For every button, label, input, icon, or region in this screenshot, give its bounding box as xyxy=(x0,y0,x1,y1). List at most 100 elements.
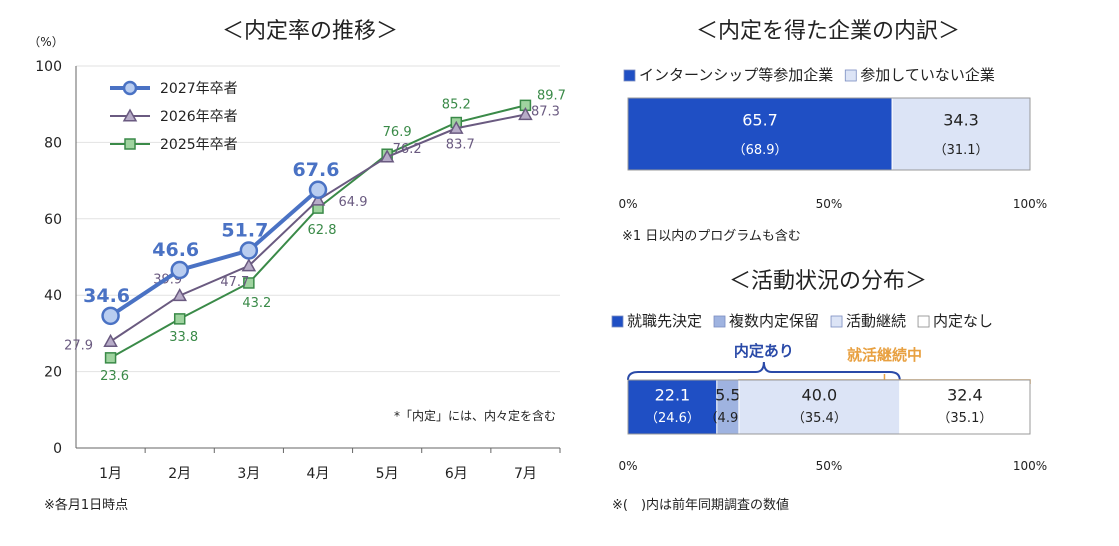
company-breakdown-chart: ＜内定を得た企業の内訳＞ インターンシップ等参加企業 参加していない企業 65.7… xyxy=(618,19,1047,244)
data-label: 64.9 xyxy=(339,195,368,210)
bracket-line xyxy=(627,361,901,381)
segment-value-label: 40.0 xyxy=(802,386,838,405)
activity-status-title: ＜活動状況の分布＞ xyxy=(729,269,927,294)
data-point xyxy=(104,352,117,364)
legend-label: 内定なし xyxy=(933,312,993,330)
series-line xyxy=(109,188,320,318)
line-chart-unit-label: （%） xyxy=(28,35,63,49)
x-tick-label: 100% xyxy=(1013,459,1047,473)
data-label: 34.6 xyxy=(83,285,130,307)
x-tick-label: 2月 xyxy=(168,466,191,482)
data-point xyxy=(239,241,259,260)
y-tick-label: 20 xyxy=(44,365,62,381)
bracket-label: 内定あり xyxy=(734,342,794,360)
bracket-label: 就活継続中 xyxy=(847,346,922,364)
line-chart-y-tick-labels: 0 20 40 60 80 100 xyxy=(35,59,62,457)
activity-status-bar: 22.1（24.6）5.5（4.9）40.0（35.4）32.4（35.1） xyxy=(627,379,1031,435)
legend-marker xyxy=(122,108,138,122)
line-chart: ＜内定率の推移＞ （%） 0 20 40 60 80 100 1月 2月 3月 4月 5月 6月 7月… xyxy=(28,19,566,513)
activity-status-legend: 就職先決定 複数内定保留 活動継続 内定なし xyxy=(611,312,993,330)
data-label: 76.9 xyxy=(383,125,412,140)
legend-label: 2026年卒者 xyxy=(160,109,238,125)
segment-prev-label: （35.4） xyxy=(792,411,847,426)
x-tick-label: 4月 xyxy=(307,466,330,482)
activity-status-chart: ＜活動状況の分布＞ 就職先決定 複数内定保留 活動継続 内定なし 内定あり 就活継続中 … xyxy=(611,269,1047,513)
x-tick-label: 100% xyxy=(1013,197,1047,211)
data-point xyxy=(243,277,255,289)
data-point xyxy=(518,106,533,121)
y-tick-label: 40 xyxy=(44,288,62,304)
segment-prev-label: （24.6） xyxy=(645,411,700,426)
data-label: 76.2 xyxy=(393,142,422,157)
line-chart-footnote: ※各月1日時点 xyxy=(44,497,128,513)
bar-segment xyxy=(891,97,1031,171)
data-label: 33.8 xyxy=(169,330,198,345)
bar-outline xyxy=(627,97,1031,171)
data-point xyxy=(310,192,326,206)
line-chart-series-group: 23.633.843.262.876.985.289.727.939.9 47.7… xyxy=(64,88,566,384)
data-point xyxy=(173,313,186,325)
legend-swatch xyxy=(844,69,857,82)
line-chart-annotation: *「内定」には、内々定を含む xyxy=(394,408,556,423)
segment-prev-label: （35.1） xyxy=(937,411,992,426)
company-breakdown-footnote: ※1 日以内のプログラムも含む xyxy=(622,228,801,244)
activity-status-x-tick-labels: 0% 50% 100% xyxy=(618,459,1047,473)
legend-marker xyxy=(124,138,136,150)
legend-label: 参加していない企業 xyxy=(860,66,995,84)
data-label: 89.7 xyxy=(537,88,566,103)
legend-swatch xyxy=(623,69,636,82)
line-chart-title: ＜内定率の推移＞ xyxy=(222,19,398,44)
segment-value-label: 5.5 xyxy=(715,386,740,405)
company-breakdown-title: ＜内定を得た企業の内訳＞ xyxy=(696,19,960,44)
data-label: 85.2 xyxy=(442,98,471,113)
data-point xyxy=(172,288,187,302)
segment-value-label: 34.3 xyxy=(943,110,979,129)
x-tick-label: 50% xyxy=(816,459,843,473)
x-tick-label: 50% xyxy=(816,197,843,211)
y-tick-label: 80 xyxy=(44,135,62,151)
x-tick-label: 5月 xyxy=(376,466,399,482)
segment-value-label: 65.7 xyxy=(742,110,778,129)
data-point xyxy=(241,258,257,272)
data-label: 43.2 xyxy=(242,296,271,311)
data-label: 67.6 xyxy=(293,159,340,181)
data-label: 87.3 xyxy=(531,105,560,120)
company-breakdown-bar: 65.7 （68.9） 34.3 （31.1） xyxy=(627,97,1031,171)
line-chart-legend: 2027年卒者 2026年卒者 2025年卒者 xyxy=(110,80,238,153)
data-label: 46.6 xyxy=(152,239,199,261)
segment-value-label: 22.1 xyxy=(655,386,691,405)
x-tick-label: 7月 xyxy=(514,466,537,482)
legend-label: 2025年卒者 xyxy=(160,137,238,153)
x-tick-label: 0% xyxy=(618,197,637,211)
data-point xyxy=(308,180,328,200)
legend-swatch xyxy=(611,315,624,328)
data-label: 83.7 xyxy=(446,137,475,152)
data-label: 27.9 xyxy=(64,338,93,353)
data-label: 23.6 xyxy=(100,369,129,384)
segment-prev-label: （68.9） xyxy=(733,143,788,158)
legend-label: 2027年卒者 xyxy=(160,81,238,97)
line-chart-y-grid xyxy=(76,65,560,373)
legend-label: インターンシップ等参加企業 xyxy=(639,66,833,84)
x-tick-label: 1月 xyxy=(99,466,122,482)
legend-swatch xyxy=(917,315,930,328)
legend-marker xyxy=(122,80,138,96)
company-breakdown-legend: インターンシップ等参加企業 参加していない企業 xyxy=(623,66,995,84)
bar-segment xyxy=(627,379,718,435)
data-point xyxy=(449,120,464,134)
data-point xyxy=(379,149,395,163)
company-breakdown-x-tick-labels: 0% 50% 100% xyxy=(618,197,1047,211)
line-chart-x-tick-labels: 1月 2月 3月 4月 5月 6月 7月 xyxy=(99,448,561,482)
data-point xyxy=(103,333,118,347)
legend-swatch xyxy=(830,315,843,328)
activity-status-footnote: ※( )内は前年同期調査の数値 xyxy=(612,497,789,513)
x-tick-label: 3月 xyxy=(237,466,260,482)
data-label: 47.7 xyxy=(220,275,249,290)
data-label: 51.7 xyxy=(221,220,268,242)
legend-label: 複数内定保留 xyxy=(729,312,819,330)
activity-status-brackets: 内定あり 就活継続中 xyxy=(627,342,1031,384)
x-tick-label: 0% xyxy=(618,459,637,473)
segment-value-label: 32.4 xyxy=(947,386,983,405)
legend-swatch xyxy=(713,315,726,328)
